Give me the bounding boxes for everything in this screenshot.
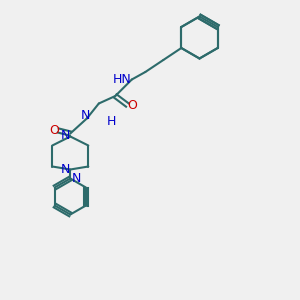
Text: N: N — [61, 163, 70, 176]
Text: H: H — [106, 115, 116, 128]
Text: O: O — [127, 98, 137, 112]
Text: N: N — [72, 172, 81, 185]
Text: N: N — [61, 128, 70, 142]
Text: O: O — [49, 124, 59, 137]
Text: N: N — [80, 109, 90, 122]
Text: HN: HN — [113, 73, 132, 86]
